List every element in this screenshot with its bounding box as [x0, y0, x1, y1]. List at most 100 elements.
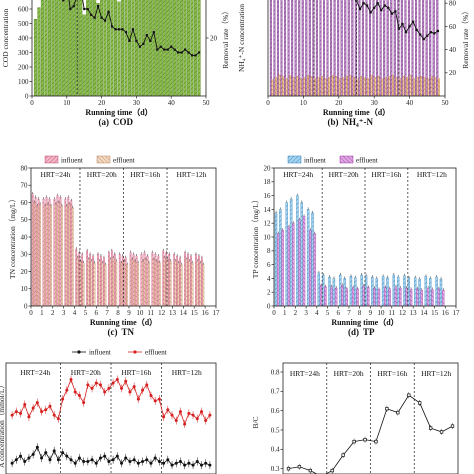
effluent-point — [90, 386, 94, 390]
nh4-effluent-bar — [331, 74, 334, 97]
effluent-point — [35, 401, 39, 405]
cod-removal-point — [184, 48, 187, 51]
cod-removal-point — [83, 7, 86, 11]
effluent-bar — [61, 205, 63, 307]
influent-bar — [67, 197, 70, 307]
hrt-label: HRT=12h — [417, 170, 447, 179]
nh4-removal-point — [433, 32, 436, 35]
x-axis-label: Running time（d） — [90, 317, 157, 327]
nh4-influent-bar — [287, 0, 290, 97]
x-tick-label: 5 — [84, 309, 88, 317]
x-tick-label: 5 — [326, 309, 330, 317]
effluent-point — [86, 383, 90, 387]
effluent-bar — [330, 286, 333, 307]
nh4-removal-point — [362, 2, 365, 5]
nh4-effluent-bar — [377, 76, 380, 97]
y-tick-label: 8 — [267, 247, 271, 255]
influent-point — [73, 461, 77, 465]
effluent-point — [166, 408, 170, 412]
influent-bar — [56, 195, 59, 307]
y-tick-label: 0.3 — [271, 465, 280, 473]
x-tick-label: 10 — [300, 99, 308, 107]
influent-bar — [37, 198, 40, 307]
cod-bar — [194, 0, 198, 97]
effluent-point — [120, 386, 124, 390]
nh4-effluent-bar — [324, 78, 327, 97]
y-tick-label: 6 — [267, 261, 271, 269]
cod-bar — [190, 0, 194, 97]
cod-bar — [134, 0, 138, 97]
nh4-removal-point — [436, 29, 440, 33]
effluent-bar — [44, 205, 46, 307]
x-tick-label: 7 — [105, 309, 109, 317]
nh4-influent-bar — [305, 0, 308, 97]
effluent-bar — [158, 262, 161, 307]
y-tick-label: 0.6 — [271, 407, 280, 415]
y2-tick-label: 60 — [449, 23, 457, 31]
y2-tick-label: 20 — [210, 34, 218, 42]
cod-removal-point — [124, 31, 128, 34]
effluent-line — [11, 378, 211, 426]
cod-bar — [72, 0, 76, 97]
x-tick-label: 11 — [388, 309, 395, 317]
x-tick-label: 6 — [336, 309, 340, 317]
legend-influent-label: influent — [61, 156, 83, 164]
influent-bar — [100, 255, 102, 307]
cod-bar — [79, 0, 83, 97]
effluent-bar — [416, 288, 419, 307]
cod-removal-point — [121, 28, 124, 31]
effluent-bar — [55, 204, 57, 307]
panel-f-frame — [282, 362, 459, 474]
effluent-bar — [174, 260, 177, 307]
influent-point — [77, 456, 81, 460]
cod-removal-point — [156, 48, 159, 51]
bc-point — [286, 467, 291, 471]
x-tick-label: 6 — [95, 309, 99, 317]
influent-bar — [97, 254, 99, 307]
nh4-effluent-bar — [356, 78, 359, 97]
nh4-influent-bar — [330, 0, 333, 97]
effluent-point — [52, 413, 56, 417]
influent-point — [94, 461, 98, 465]
caption-letter: (c) — [108, 327, 118, 337]
cod-bar — [131, 0, 135, 97]
effluent-bar — [277, 233, 280, 307]
x-tick-label: 12 — [399, 309, 407, 317]
effluent-point — [199, 410, 203, 414]
cod-bar — [124, 0, 128, 97]
nh4-effluent-bar — [384, 77, 387, 97]
nh4-effluent-bar — [321, 76, 324, 97]
nh4-effluent-bar — [360, 76, 363, 97]
nh4-influent-bar — [284, 0, 287, 97]
cod-bar — [110, 0, 114, 97]
influent-point — [111, 458, 115, 462]
legend-influent-marker — [77, 350, 81, 354]
effluent-bar — [163, 257, 166, 307]
influent-point — [149, 461, 153, 465]
nh4-removal-point — [401, 22, 404, 26]
bc-point — [297, 465, 302, 469]
influent-point — [52, 449, 56, 453]
cod-bars — [33, 0, 201, 97]
influent-point — [69, 458, 73, 462]
x-tick-label: 3 — [62, 309, 66, 317]
nh4-removal-point — [408, 25, 411, 28]
effluent-bar — [142, 260, 144, 307]
influent-point — [31, 452, 35, 456]
influent-bar — [132, 254, 135, 307]
hrt-label: HRT=16h — [377, 369, 407, 378]
nh4-influent-bar — [269, 0, 272, 97]
bc-point — [439, 430, 444, 434]
effluent-bar — [93, 262, 96, 307]
cod-removal-point — [177, 51, 180, 54]
nh4-frame — [267, 0, 446, 97]
nh4-influent-bar — [400, 0, 403, 97]
effluent-point — [82, 401, 86, 405]
effluent-bar — [373, 287, 376, 307]
effluent-bar — [50, 205, 52, 307]
effluent-bar — [36, 205, 39, 307]
influent-bar — [418, 278, 421, 307]
nh4-effluent-bar — [423, 77, 426, 97]
influent-point — [162, 461, 166, 465]
cod-removal-point — [62, 0, 65, 2]
